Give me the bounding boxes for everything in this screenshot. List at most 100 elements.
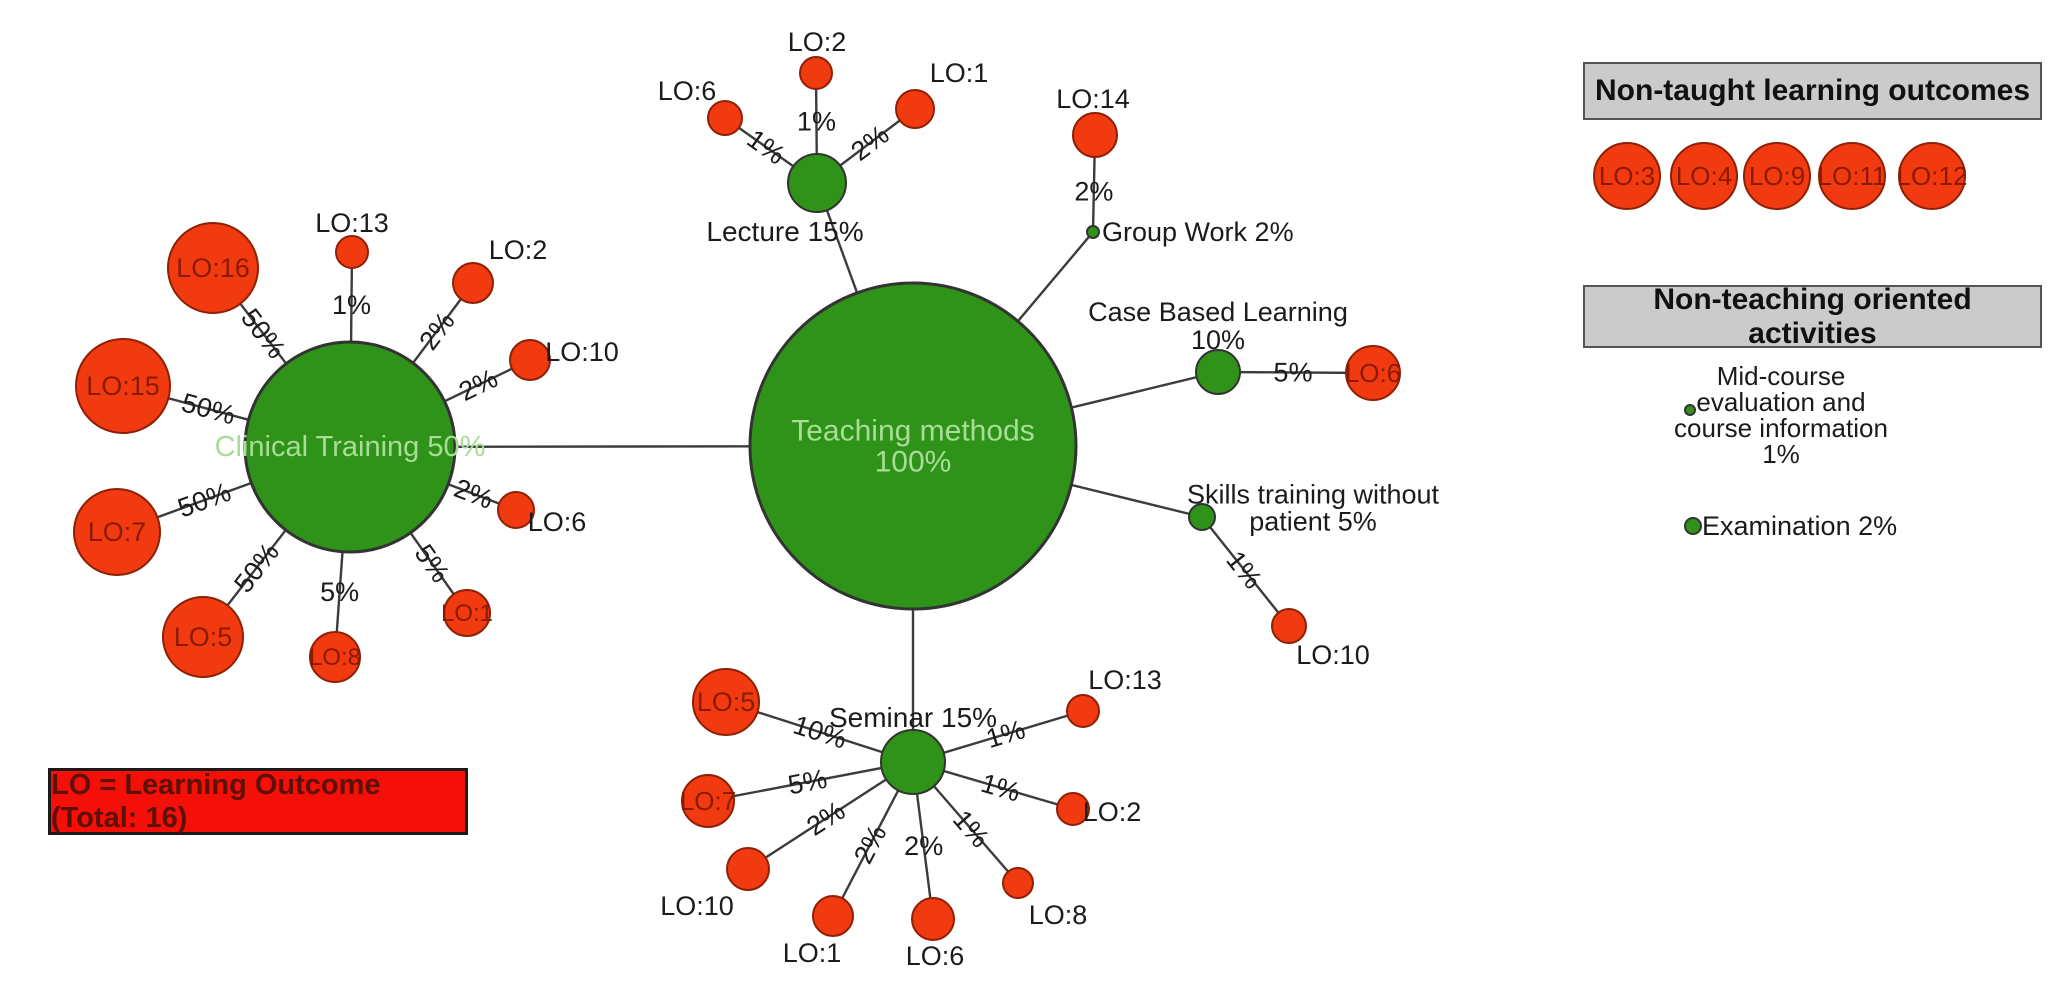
edge-label-cbl-cbl-lo6: 5% — [1273, 357, 1312, 387]
node-nt-lo9-label: LO:9 — [1749, 161, 1805, 191]
node-skills-label: Skills training without patient 5% — [1187, 480, 1440, 537]
node-nt-lo3-circle — [1593, 142, 1661, 210]
node-cl-lo5-label: LO:5 — [174, 622, 233, 652]
node-nt-lo4-label: LO:4 — [1676, 161, 1732, 191]
edge-label-clinical-cl-lo2: 2% — [413, 306, 460, 355]
node-sem-lo8-circle — [1002, 867, 1034, 899]
edge-label-clinical-cl-lo7: 50% — [174, 477, 235, 524]
edge-label-clinical-cl-lo1: 5% — [409, 539, 456, 588]
node-cl-lo1-circle — [443, 589, 491, 637]
node-cl-lo13-label: LO:13 — [315, 208, 389, 238]
node-cl-lo10-label: LO:10 — [545, 337, 619, 367]
nodes-layer — [73, 56, 1966, 941]
edge-label-lecture-lec-lo2: 1% — [797, 107, 836, 137]
edge-label-seminar-sem-lo6: 2% — [904, 831, 943, 861]
node-sem-lo2-circle — [1056, 792, 1090, 826]
node-lo14-label: LO:14 — [1056, 84, 1130, 114]
node-skills-lo10-label: LO:10 — [1296, 640, 1370, 670]
edge-label-clinical-cl-lo10: 2% — [454, 363, 502, 407]
edge-label-skills-skills-lo10: 1% — [1220, 545, 1268, 594]
node-nt-lo9-circle — [1743, 142, 1811, 210]
node-seminar-circle — [880, 729, 946, 795]
edge-label-clinical-cl-lo13: 1% — [332, 290, 371, 320]
edge-label-seminar-sem-lo1: 2% — [848, 820, 893, 868]
node-exam-circle — [1684, 517, 1702, 535]
node-lecture-circle — [787, 153, 847, 213]
node-midcourse-circle — [1684, 404, 1696, 416]
edge-label-lecture-lec-lo1: 2% — [845, 119, 894, 166]
node-cl-lo13-circle — [335, 235, 369, 269]
node-lec-lo6-label: LO:6 — [658, 76, 717, 106]
edge-label-seminar-sem-lo8: 1% — [947, 804, 995, 853]
lo-legend: LO = Learning Outcome (Total: 16) — [48, 768, 468, 835]
edge-label-clinical-cl-lo16: 50% — [235, 303, 292, 364]
node-sem-lo7-label: LO:7 — [680, 786, 736, 816]
node-midcourse-label: Mid-course evaluation and course informati… — [1674, 361, 1888, 469]
node-nt-lo12-label: LO:12 — [1897, 161, 1968, 191]
edge-label-clinical-cl-lo5: 50% — [228, 537, 285, 598]
node-clinical-label: Clinical Training 50% — [215, 431, 486, 463]
edge-label-groupwork-lo14: 2% — [1074, 176, 1113, 206]
edge-skills-skills-lo10 — [1201, 516, 1290, 627]
node-clinical-circle — [243, 340, 457, 554]
node-sem-lo6-circle — [911, 897, 955, 941]
node-cl-lo7-circle — [73, 488, 161, 576]
node-lec-lo1-label: LO:1 — [930, 58, 989, 88]
node-groupwork-label: Group Work 2% — [1102, 217, 1294, 247]
node-cl-lo2-label: LO:2 — [489, 235, 548, 265]
edge-label-seminar-sem-lo2: 1% — [978, 768, 1024, 808]
node-lec-lo6-circle — [707, 100, 743, 136]
node-skills-circle — [1188, 503, 1216, 531]
node-nt-lo11-label: LO:11 — [1818, 161, 1887, 191]
node-cbl-lo6-circle — [1345, 345, 1401, 401]
node-sem-lo5-label: LO:5 — [697, 687, 756, 717]
node-sem-lo10-circle — [726, 847, 770, 891]
node-cl-lo8-label: LO:8 — [309, 644, 361, 671]
node-lec-lo2-label: LO:2 — [788, 27, 847, 57]
node-cbl-label: Case Based Learning 10% — [1088, 297, 1348, 355]
non-teaching-activities-header: Non-teaching oriented activities — [1583, 283, 2042, 350]
node-sem-lo1-circle — [812, 895, 854, 937]
edge-label-clinical-cl-lo8: 5% — [320, 577, 359, 607]
non-taught-outcomes-header: Non-taught learning outcomes — [1583, 62, 2042, 120]
edge-seminar-sem-lo7 — [707, 760, 914, 803]
edge-label-clinical-cl-lo6: 2% — [450, 473, 497, 515]
node-lec-lo1-circle — [895, 89, 935, 129]
node-sem-lo5-circle — [692, 668, 760, 736]
node-nt-lo4-circle — [1670, 142, 1738, 210]
node-sem-lo8-label: LO:8 — [1029, 900, 1088, 930]
node-teaching-circle — [748, 281, 1078, 611]
node-nt-lo11-circle — [1818, 142, 1886, 210]
node-cbl-lo6-label: LO:6 — [1345, 358, 1401, 388]
node-seminar-label: Seminar 15% — [829, 702, 997, 733]
node-cl-lo10-circle — [509, 339, 551, 381]
node-groupwork-circle — [1086, 225, 1100, 239]
node-sem-lo7-circle — [681, 774, 735, 828]
node-cl-lo1-label: LO:1 — [441, 600, 493, 627]
node-cl-lo2-circle — [452, 262, 494, 304]
node-sem-lo2-label: LO:2 — [1083, 797, 1142, 827]
edge-label-lecture-lec-lo6: 1% — [742, 124, 791, 171]
node-sem-lo13-label: LO:13 — [1088, 665, 1162, 695]
node-cl-lo6-label: LO:6 — [528, 507, 587, 537]
node-lo14-circle — [1072, 112, 1118, 158]
node-nt-lo3-label: LO:3 — [1599, 161, 1655, 191]
node-cl-lo16-label: LO:16 — [176, 253, 250, 283]
node-cbl-circle — [1195, 349, 1241, 395]
node-lec-lo2-circle — [799, 56, 833, 90]
node-cl-lo16-circle — [167, 222, 259, 314]
node-exam-label: Examination 2% — [1702, 511, 1897, 541]
node-skills-lo10-circle — [1271, 608, 1307, 644]
node-cl-lo15-label: LO:15 — [86, 371, 160, 401]
node-sem-lo10-label: LO:10 — [660, 891, 734, 921]
node-cl-lo15-circle — [75, 338, 171, 434]
node-lecture-label: Lecture 15% — [706, 216, 863, 247]
edge-label-seminar-sem-lo7: 5% — [786, 764, 830, 801]
node-cl-lo8-circle — [309, 631, 361, 683]
node-cl-lo7-label: LO:7 — [88, 517, 147, 547]
labels-layer: 1%1% 2%2%5%1%50% 1%2%2%50%50%50% 5%5%2%10%5… — [86, 27, 1967, 971]
node-teaching-label: Teaching methods 100% — [791, 414, 1035, 478]
node-sem-lo13-circle — [1066, 694, 1100, 728]
